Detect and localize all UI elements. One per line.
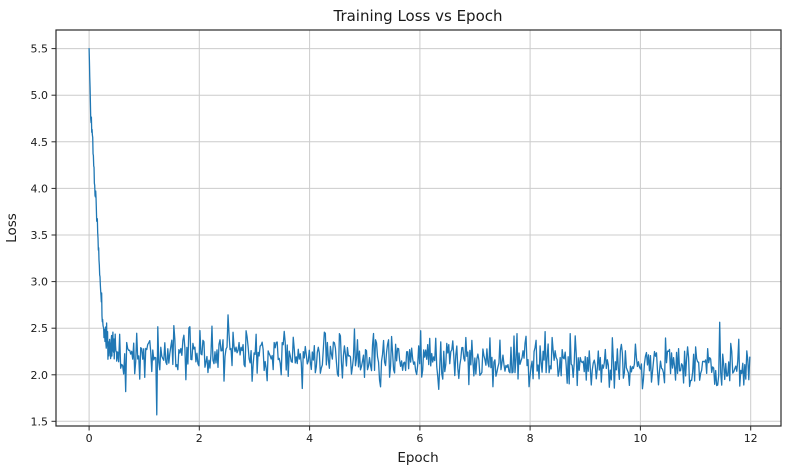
x-tick-label: 8 xyxy=(527,432,534,445)
y-tick-label: 2.0 xyxy=(31,369,49,382)
x-axis-label: Epoch xyxy=(397,450,438,466)
y-tick-label: 5.0 xyxy=(31,89,49,102)
axis-ticks-layer xyxy=(51,48,752,431)
x-tick-label: 2 xyxy=(196,432,203,445)
y-axis-label: Loss xyxy=(4,213,20,243)
y-tick-label: 2.5 xyxy=(31,322,49,335)
x-tick-label: 4 xyxy=(306,432,313,445)
y-tick-label: 4.5 xyxy=(31,136,49,149)
x-tick-label: 0 xyxy=(86,432,93,445)
grid-layer xyxy=(56,30,781,426)
x-tick-label: 10 xyxy=(633,432,647,445)
tick-labels-layer: 0 2 4 6 8 10 12 1.5 2.0 2.5 3.0 3.5 4.0 4.5 5.0 5.5 xyxy=(31,43,758,445)
y-tick-label: 5.5 xyxy=(31,43,49,56)
y-tick-label: 4.0 xyxy=(31,182,49,195)
y-tick-label: 3.5 xyxy=(31,229,49,242)
chart-title: Training Loss vs Epoch xyxy=(332,7,502,25)
y-tick-label: 1.5 xyxy=(31,415,49,428)
plot-border-spines xyxy=(55,29,782,427)
x-tick-label: 6 xyxy=(416,432,423,445)
x-tick-label: 12 xyxy=(744,432,758,445)
y-tick-label: 3.0 xyxy=(31,276,49,289)
loss-line-series xyxy=(88,47,751,416)
